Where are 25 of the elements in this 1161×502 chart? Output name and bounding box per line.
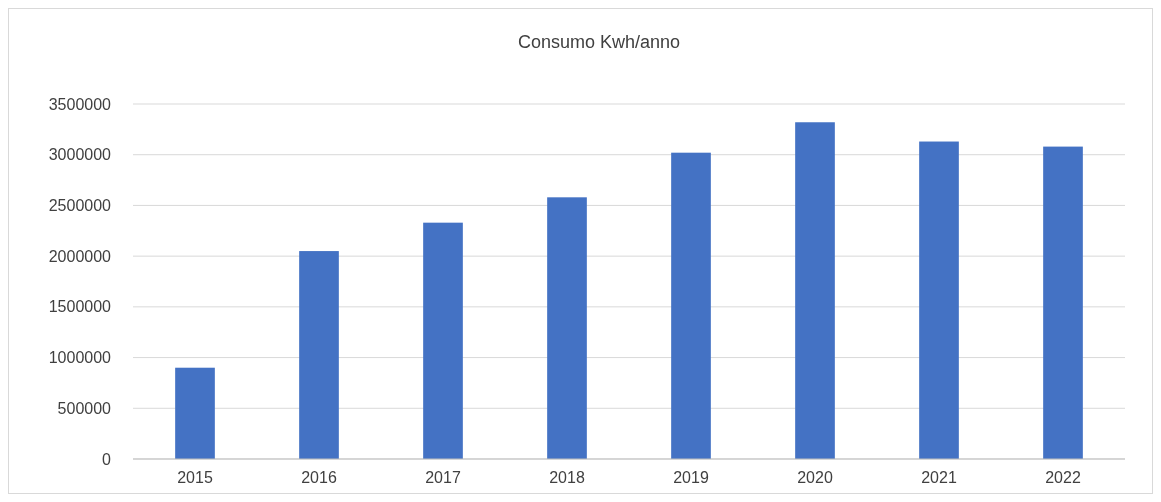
bar	[795, 122, 835, 459]
y-tick-label: 3000000	[48, 146, 112, 164]
x-tick-label: 2020	[797, 469, 833, 486]
y-tick-label: 3500000	[48, 95, 112, 113]
bar	[919, 141, 959, 459]
y-tick-label: 1500000	[48, 298, 112, 316]
x-tick-label: 2018	[549, 469, 585, 486]
bar	[175, 367, 215, 459]
y-tick-label: 500000	[57, 399, 112, 417]
bar	[423, 222, 463, 459]
x-tick-label: 2021	[921, 469, 957, 486]
y-tick-label: 2500000	[48, 197, 112, 215]
x-tick-label: 2017	[425, 469, 461, 486]
chart-title: Consumo Kwh/anno	[517, 32, 681, 52]
x-tick-label: 2015	[177, 469, 213, 486]
bar	[671, 152, 711, 459]
bar	[547, 197, 587, 459]
y-tick-label: 0	[102, 450, 112, 468]
y-tick-label: 2000000	[48, 247, 112, 265]
bar	[1043, 146, 1083, 459]
x-tick-label: 2022	[1045, 469, 1081, 486]
x-tick-label: 2019	[673, 469, 709, 486]
x-tick-label: 2016	[301, 469, 337, 486]
y-tick-label: 1000000	[48, 349, 112, 367]
bar	[299, 251, 339, 459]
